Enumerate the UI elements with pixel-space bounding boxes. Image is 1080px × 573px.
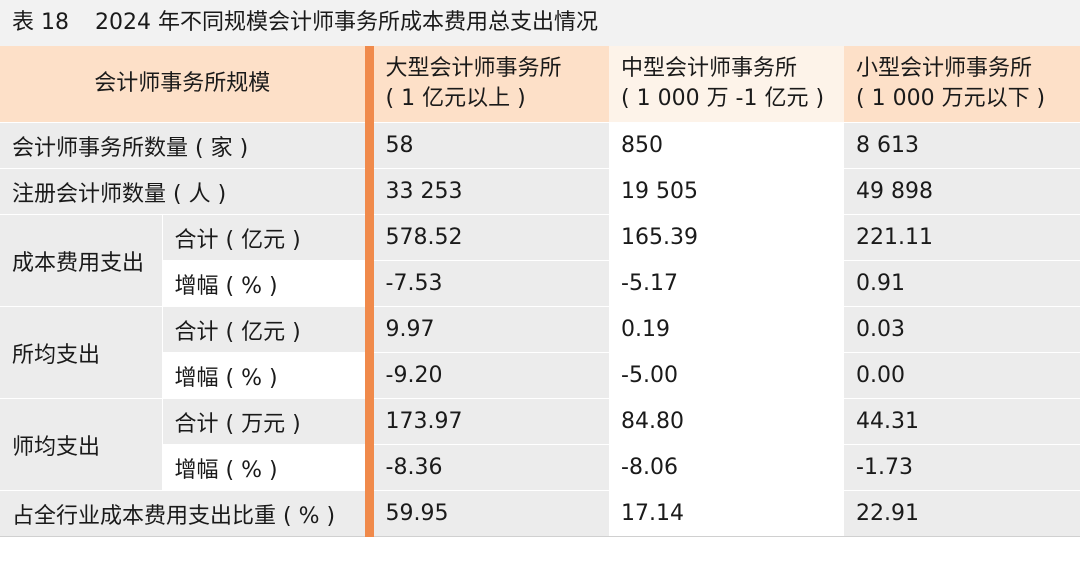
cell-value: 9.97 — [364, 306, 610, 353]
row-label: 增幅 ( % ) — [162, 444, 370, 491]
header-medium-line1: 中型会计师事务所 — [621, 56, 798, 81]
cell-value: 578.52 — [364, 214, 610, 261]
cell-value: 59.95 — [364, 490, 610, 537]
table-title: 2024 年不同规模会计师事务所成本费用总支出情况 — [95, 10, 598, 35]
header-medium-firms: 中型会计师事务所 ( 1 000 万 -1 亿元 ) — [609, 46, 845, 123]
row-label: 占全行业成本费用支出比重 ( % ) — [0, 490, 370, 537]
row-label: 合计 ( 万元 ) — [162, 398, 370, 445]
group-label: 师均支出 — [0, 398, 163, 491]
table-row: 增幅 ( % ) -8.36 -8.06 -1.73 — [0, 444, 1080, 491]
cell-value: 33 253 — [364, 168, 610, 215]
row-label: 增幅 ( % ) — [162, 260, 370, 307]
cell-value: 850 — [609, 122, 845, 169]
cell-value: 22.91 — [844, 490, 1080, 537]
table-row: 增幅 ( % ) -7.53 -5.17 0.91 — [0, 260, 1080, 307]
row-label: 增幅 ( % ) — [162, 352, 370, 399]
cell-value: 49 898 — [844, 168, 1080, 215]
header-row-label: 会计师事务所规模 — [0, 46, 370, 123]
group-label: 成本费用支出 — [0, 214, 163, 307]
cell-value: 221.11 — [844, 214, 1080, 261]
cell-value: -9.20 — [364, 352, 610, 399]
cell-value: 0.00 — [844, 352, 1080, 399]
header-row: 会计师事务所规模 大型会计师事务所 ( 1 亿元以上 ) 中型会计师事务所 ( … — [0, 46, 1080, 123]
header-small-line1: 小型会计师事务所 — [856, 56, 1033, 81]
header-small-line2: ( 1 000 万元以下 ) — [856, 86, 1046, 111]
cell-value: 0.91 — [844, 260, 1080, 307]
table-row: 所均支出 合计 ( 亿元 ) 9.97 0.19 0.03 — [0, 306, 1080, 399]
row-label: 合计 ( 亿元 ) — [162, 306, 370, 353]
cell-value: 8 613 — [844, 122, 1080, 169]
cell-value: 0.03 — [844, 306, 1080, 353]
cell-value: 44.31 — [844, 398, 1080, 445]
table-row: 增幅 ( % ) -9.20 -5.00 0.00 — [0, 352, 1080, 399]
cell-value: -5.00 — [609, 352, 845, 399]
row-label: 合计 ( 亿元 ) — [162, 214, 370, 261]
cell-value: 58 — [364, 122, 610, 169]
group-label: 所均支出 — [0, 306, 163, 399]
header-large-line2: ( 1 亿元以上 ) — [385, 86, 526, 111]
cell-value: 17.14 — [609, 490, 845, 537]
cell-value: 0.19 — [609, 306, 845, 353]
cell-value: 84.80 — [609, 398, 845, 445]
row-label: 会计师事务所数量 ( 家 ) — [0, 122, 370, 169]
table-number: 表 18 — [12, 10, 69, 35]
cost-expense-table: 会计师事务所规模 大型会计师事务所 ( 1 亿元以上 ) 中型会计师事务所 ( … — [0, 46, 1080, 537]
table-row: 会计师事务所数量 ( 家 ) 58 850 8 613 — [0, 122, 1080, 169]
table-row: 师均支出 合计 ( 万元 ) 173.97 84.80 44.31 — [0, 398, 1080, 491]
cell-value: -8.06 — [609, 444, 845, 491]
header-large-line1: 大型会计师事务所 — [385, 56, 562, 81]
cell-value: -8.36 — [364, 444, 610, 491]
header-medium-line2: ( 1 000 万 -1 亿元 ) — [621, 86, 825, 111]
cell-value: -1.73 — [844, 444, 1080, 491]
table-row: 成本费用支出 合计 ( 亿元 ) 578.52 165.39 221.11 — [0, 214, 1080, 307]
cell-value: 173.97 — [364, 398, 610, 445]
table-row: 注册会计师数量 ( 人 ) 33 253 19 505 49 898 — [0, 168, 1080, 215]
cell-value: -5.17 — [609, 260, 845, 307]
header-large-firms: 大型会计师事务所 ( 1 亿元以上 ) — [364, 46, 610, 123]
table-row: 占全行业成本费用支出比重 ( % ) 59.95 17.14 22.91 — [0, 490, 1080, 537]
cell-value: 19 505 — [609, 168, 845, 215]
header-small-firms: 小型会计师事务所 ( 1 000 万元以下 ) — [844, 46, 1080, 123]
row-label: 注册会计师数量 ( 人 ) — [0, 168, 370, 215]
table-caption: 表 18 2024 年不同规模会计师事务所成本费用总支出情况 — [0, 0, 1080, 46]
cell-value: 165.39 — [609, 214, 845, 261]
cell-value: -7.53 — [364, 260, 610, 307]
